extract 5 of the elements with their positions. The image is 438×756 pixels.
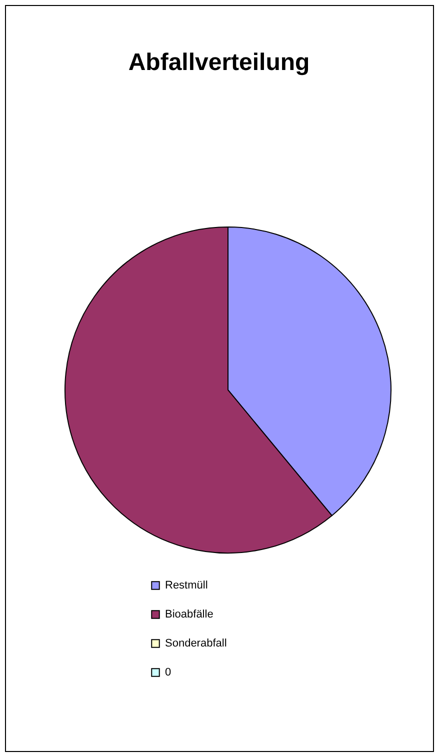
- legend-label: Restmüll: [165, 580, 208, 592]
- legend-label: Bioabfälle: [165, 608, 214, 620]
- chart-title: Abfallverteilung: [128, 49, 310, 76]
- legend-label: Sonderabfall: [165, 638, 227, 650]
- legend-label: 0: [165, 666, 172, 678]
